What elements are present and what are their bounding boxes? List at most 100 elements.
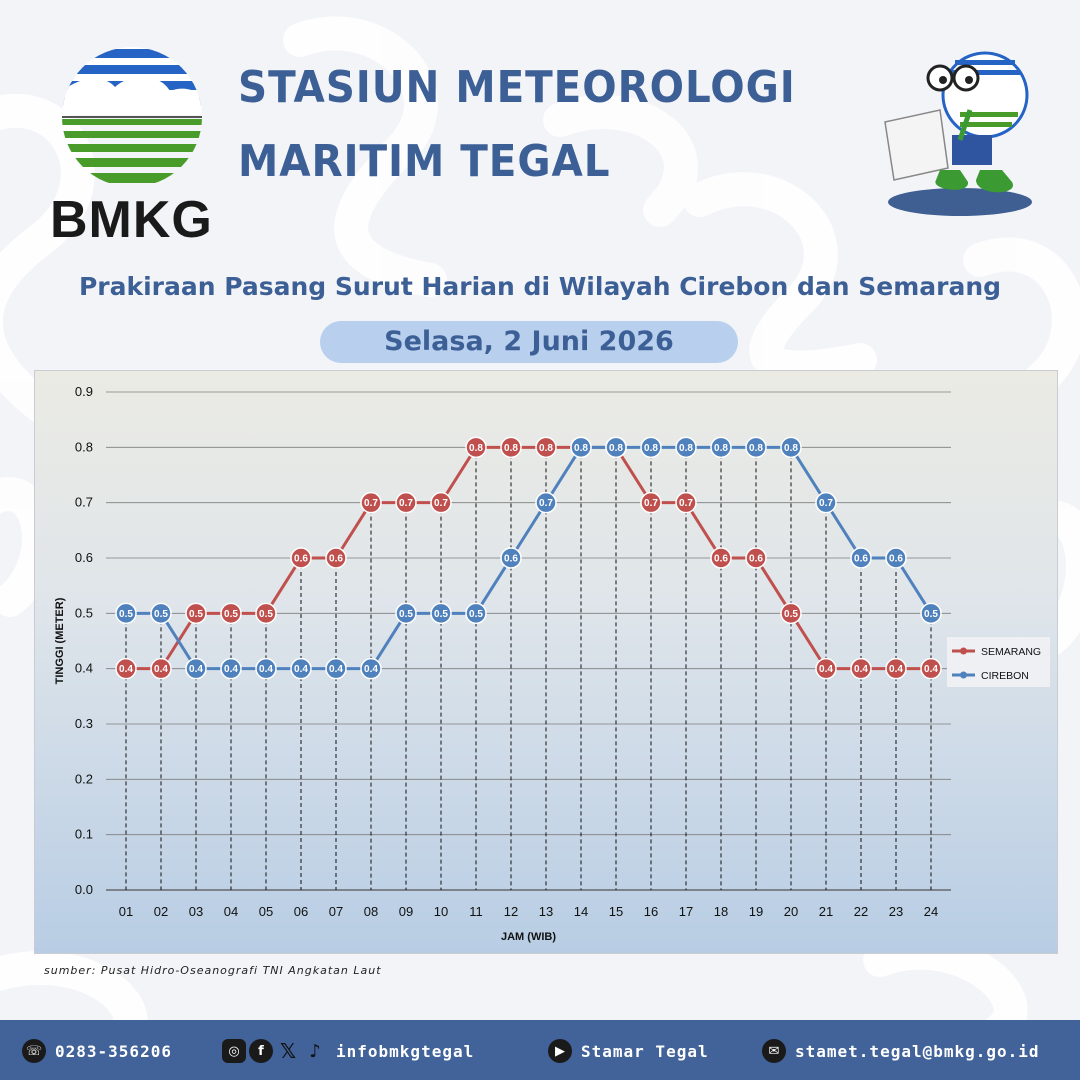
data-label-cirebon: 0.7	[539, 498, 553, 509]
data-point-cirebon	[395, 602, 417, 625]
bmkg-logo	[62, 47, 202, 183]
data-point-cirebon	[850, 547, 872, 569]
phone-number: 0283-356206	[55, 1041, 172, 1061]
data-label-semarang: 0.7	[679, 498, 693, 509]
data-point-cirebon	[885, 547, 907, 569]
x-tick-label: 24	[924, 904, 938, 919]
data-point-cirebon	[780, 436, 802, 459]
data-point-semarang	[745, 547, 767, 569]
data-point-semarang	[185, 602, 207, 625]
data-label-cirebon: 0.4	[189, 664, 203, 675]
y-tick-label: 0.0	[75, 882, 93, 897]
legend-label: CIREBON	[981, 670, 1029, 682]
data-point-cirebon	[430, 602, 452, 625]
data-point-semarang	[920, 657, 942, 680]
data-point-semarang	[360, 491, 382, 514]
x-tick-label: 07	[329, 904, 343, 919]
data-point-cirebon	[745, 436, 767, 459]
data-label-cirebon: 0.8	[679, 443, 693, 454]
y-tick-label: 0.3	[75, 716, 93, 731]
youtube-icon: ▶	[548, 1039, 572, 1063]
data-label-cirebon: 0.6	[854, 554, 868, 565]
data-point-semarang	[430, 491, 452, 514]
x-tick-label: 11	[469, 904, 483, 919]
x-tick-label: 10	[434, 904, 448, 919]
data-point-semarang	[885, 657, 907, 680]
legend-swatch-marker	[960, 671, 967, 679]
data-point-cirebon	[220, 657, 242, 680]
data-point-semarang	[465, 436, 487, 459]
data-point-semarang	[290, 547, 312, 569]
data-label-semarang: 0.7	[364, 498, 378, 509]
y-tick-label: 0.6	[75, 550, 93, 565]
footer-email[interactable]: ✉ stamet.tegal@bmkg.go.id	[762, 1038, 1040, 1064]
y-tick-label: 0.9	[75, 384, 93, 399]
x-tick-label: 16	[644, 904, 658, 919]
x-tick-label: 12	[504, 904, 518, 919]
x-tick-label: 23	[889, 904, 903, 919]
data-label-cirebon: 0.5	[119, 609, 133, 620]
data-label-cirebon: 0.4	[259, 664, 273, 675]
instagram-icon: ◎	[222, 1039, 246, 1063]
legend-swatch-marker	[960, 647, 967, 655]
data-label-semarang: 0.5	[784, 609, 798, 620]
data-point-cirebon	[710, 436, 732, 459]
data-point-cirebon	[815, 491, 837, 514]
data-label-cirebon: 0.4	[294, 664, 308, 675]
data-point-cirebon	[640, 436, 662, 459]
x-tick-label: 08	[364, 904, 378, 919]
data-point-cirebon	[325, 657, 347, 680]
data-label-cirebon: 0.8	[609, 443, 623, 454]
data-label-semarang: 0.7	[399, 498, 413, 509]
data-point-semarang	[395, 491, 417, 514]
tide-line-chart: 0.0 0.1 0.2 0.3 0.4 0.5 0.6 0.7 0.8 0.9 01 02 03 04 05…	[54, 384, 1050, 943]
data-label-cirebon: 0.8	[714, 443, 728, 454]
data-point-cirebon	[920, 602, 942, 625]
x-tick-label: 14	[574, 904, 588, 919]
data-point-cirebon	[465, 602, 487, 625]
y-axis-title: TINGGI (METER)	[54, 597, 66, 684]
data-label-cirebon: 0.5	[154, 609, 168, 620]
data-label-semarang: 0.8	[539, 443, 553, 454]
x-tick-label: 01	[119, 904, 133, 919]
data-label-semarang: 0.5	[189, 609, 203, 620]
x-tick-label: 22	[854, 904, 868, 919]
x-tick-label: 18	[714, 904, 728, 919]
data-point-cirebon	[115, 602, 137, 625]
data-label-cirebon: 0.6	[889, 554, 903, 565]
data-label-cirebon: 0.5	[469, 609, 483, 620]
x-tick-label: 03	[189, 904, 203, 919]
data-label-cirebon: 0.8	[644, 443, 658, 454]
data-point-cirebon	[185, 657, 207, 680]
legend-label: SEMARANG	[981, 646, 1041, 658]
y-tick-label: 0.4	[75, 661, 93, 676]
data-point-cirebon	[535, 491, 557, 514]
tiktok-icon: ♪	[309, 1040, 321, 1062]
footer-social[interactable]: ◎ f 𝕏 ♪ infobmkgtegal	[222, 1038, 474, 1064]
data-label-semarang: 0.5	[259, 609, 273, 620]
data-label-semarang: 0.7	[644, 498, 658, 509]
title-line-1: STASIUN METEOROLOGI	[238, 62, 796, 113]
y-tick-label: 0.8	[75, 439, 93, 454]
data-point-semarang	[220, 602, 242, 625]
footer-phone[interactable]: ☏ 0283-356206	[22, 1038, 172, 1064]
data-label-semarang: 0.4	[889, 664, 903, 675]
x-tick-label: 13	[539, 904, 553, 919]
x-tick-label: 09	[399, 904, 413, 919]
data-point-semarang	[535, 436, 557, 459]
x-tick-label: 06	[294, 904, 308, 919]
data-label-semarang: 0.4	[119, 664, 133, 675]
data-label-cirebon: 0.8	[749, 443, 763, 454]
y-tick-label: 0.5	[75, 605, 93, 620]
data-label-cirebon: 0.7	[819, 498, 833, 509]
data-label-cirebon: 0.6	[504, 554, 518, 565]
data-point-cirebon	[570, 436, 592, 459]
x-tick-label: 04	[224, 904, 238, 919]
footer-youtube[interactable]: ▶ Stamar Tegal	[548, 1038, 709, 1064]
x-tick-label: 17	[679, 904, 693, 919]
data-point-cirebon	[150, 602, 172, 625]
data-point-cirebon	[675, 436, 697, 459]
x-tick-label: 02	[154, 904, 168, 919]
data-label-cirebon: 0.5	[399, 609, 413, 620]
data-label-semarang: 0.6	[329, 554, 343, 565]
